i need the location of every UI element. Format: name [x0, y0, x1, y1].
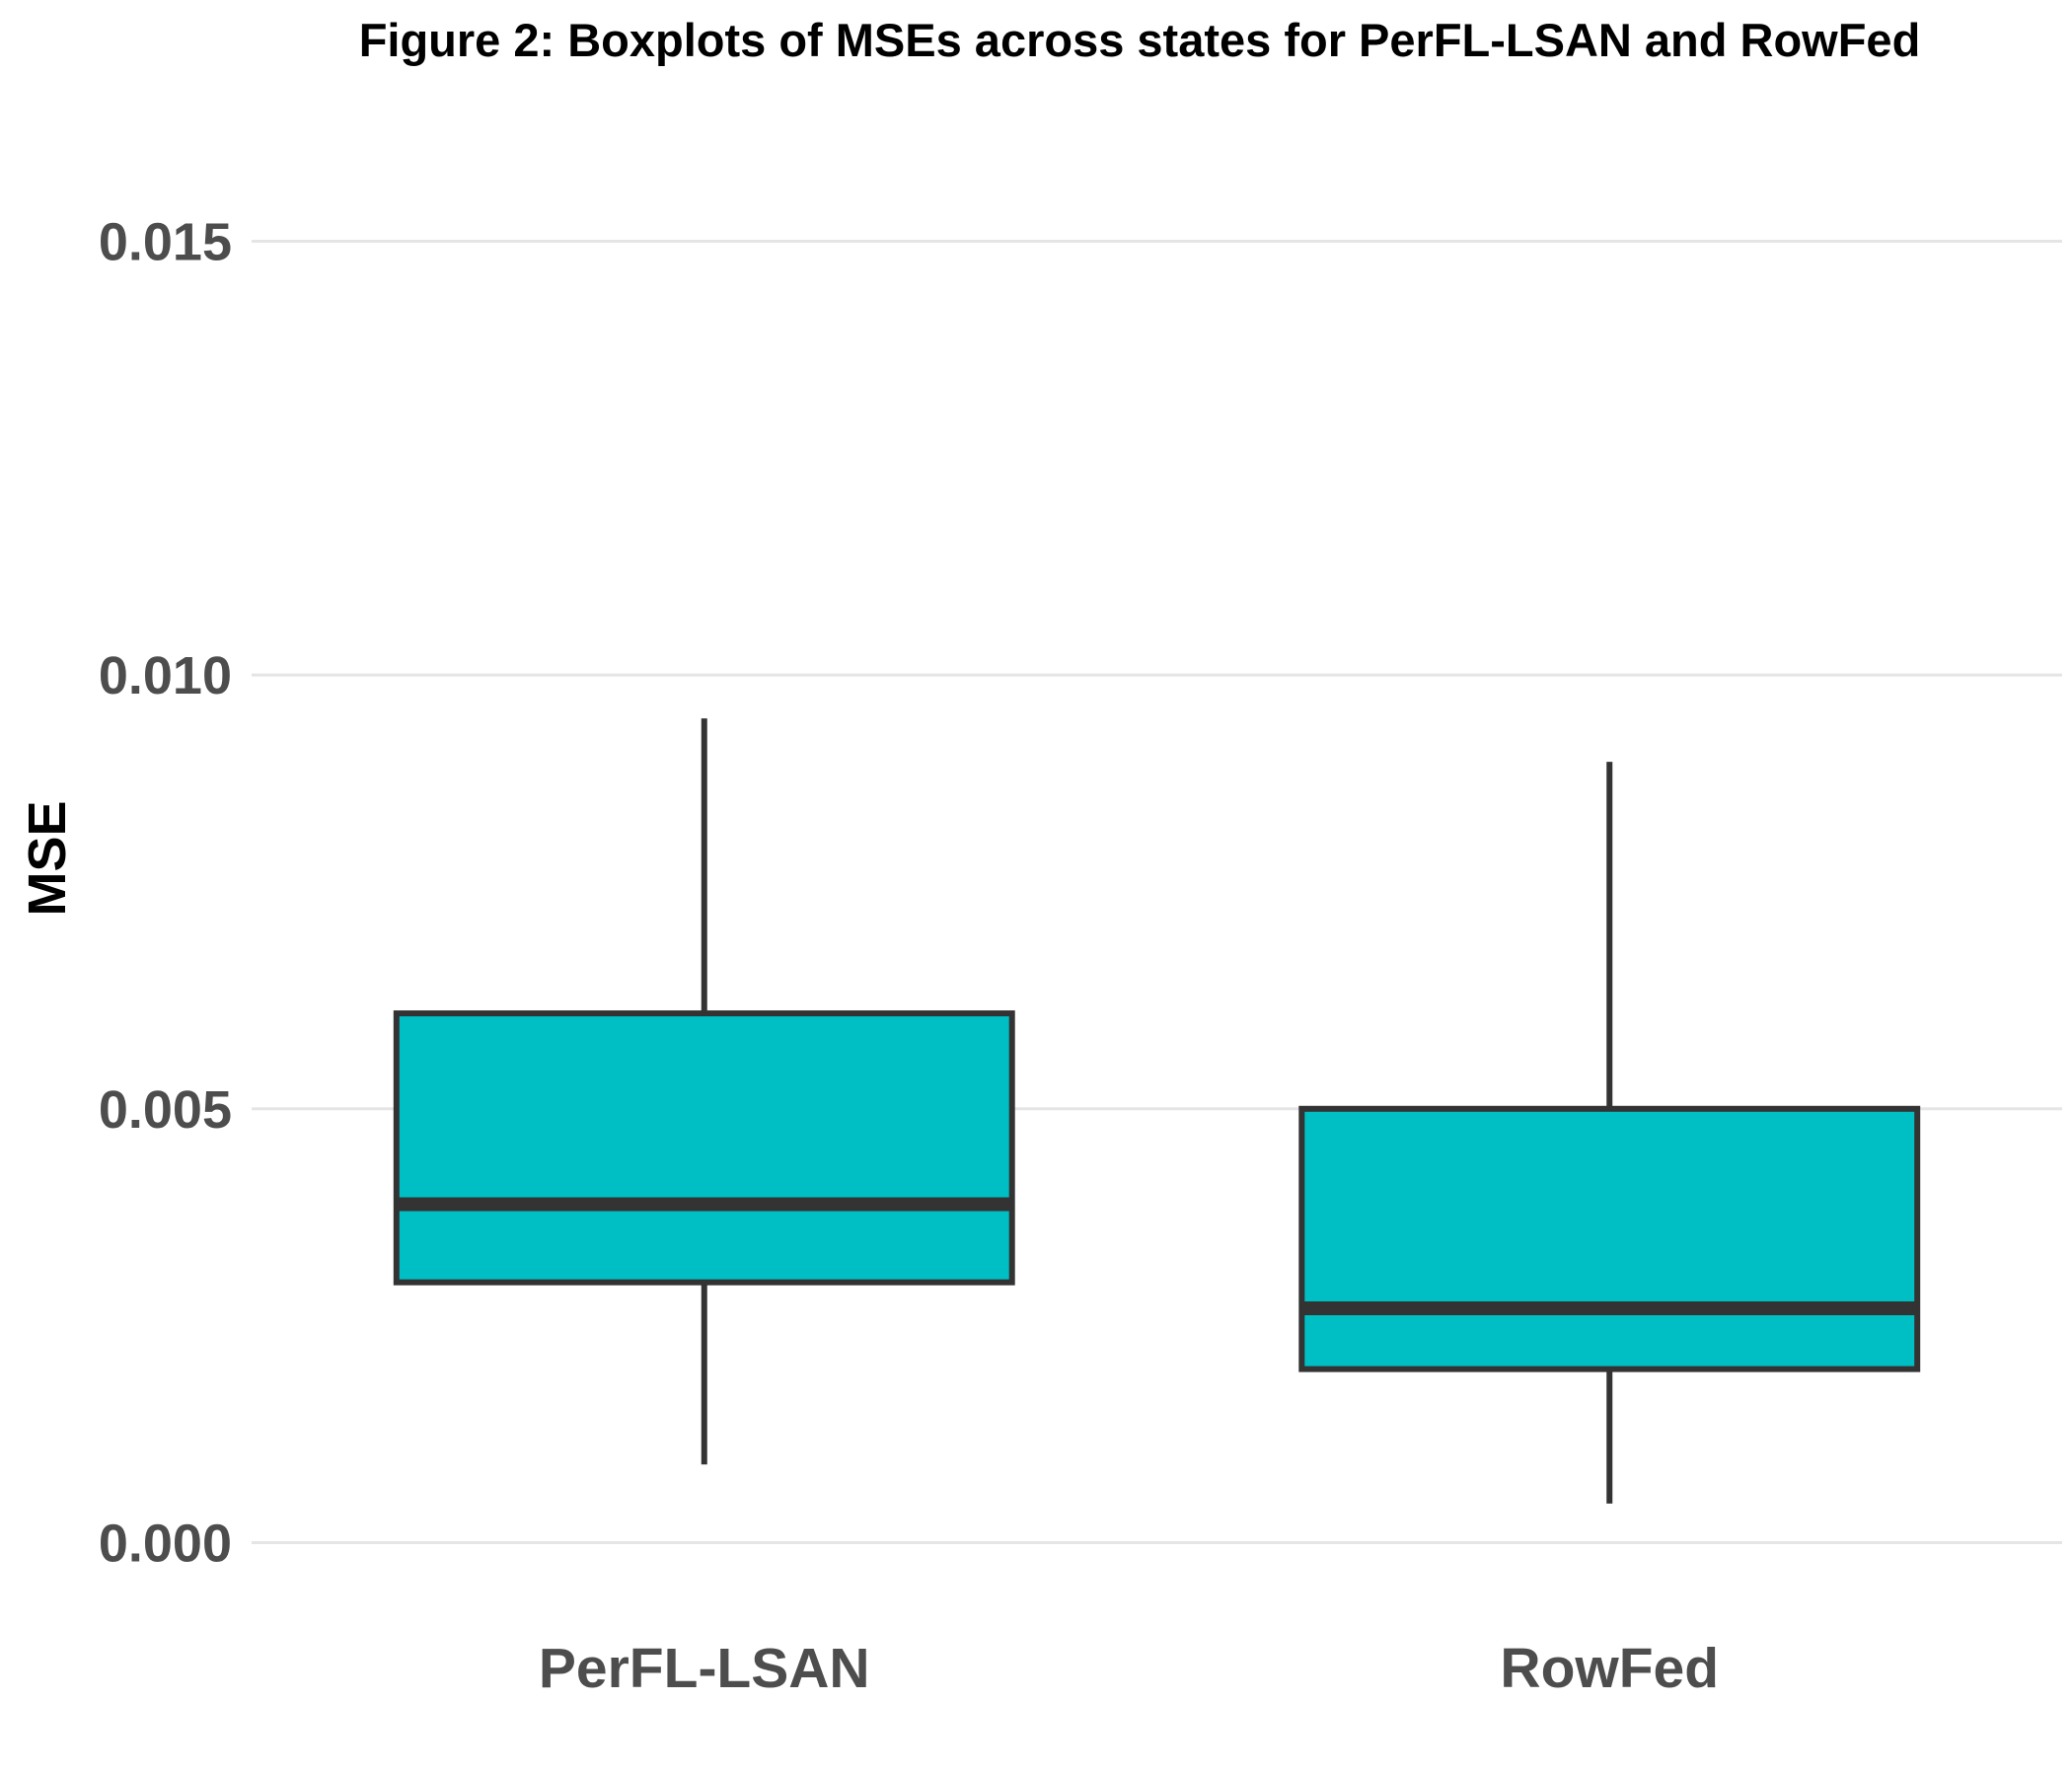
iqr-box-PerFL-LSAN — [393, 1010, 1015, 1286]
chart-title: Figure 2: Boxplots of MSEs across states… — [359, 14, 1921, 66]
y-tick-label-2: 0.010 — [99, 646, 232, 705]
y-tick-label-1: 0.005 — [99, 1080, 232, 1140]
iqr-box-RowFed — [1298, 1105, 1921, 1372]
box-RowFed — [1298, 762, 1921, 1504]
y-tick-labels: 0.000 0.005 0.010 0.015 — [99, 212, 232, 1573]
y-tick-label-0: 0.000 — [99, 1514, 232, 1573]
y-axis-label: MSE — [18, 800, 77, 916]
y-tick-label-3: 0.015 — [99, 212, 232, 271]
box-layer — [393, 718, 1921, 1504]
x-tick-label-RowFed: RowFed — [1500, 1637, 1719, 1700]
box-PerFL-LSAN — [393, 718, 1015, 1465]
x-tick-label-PerFL-LSAN: PerFL-LSAN — [539, 1637, 870, 1700]
x-tick-labels: PerFL-LSAN RowFed — [539, 1637, 1719, 1700]
